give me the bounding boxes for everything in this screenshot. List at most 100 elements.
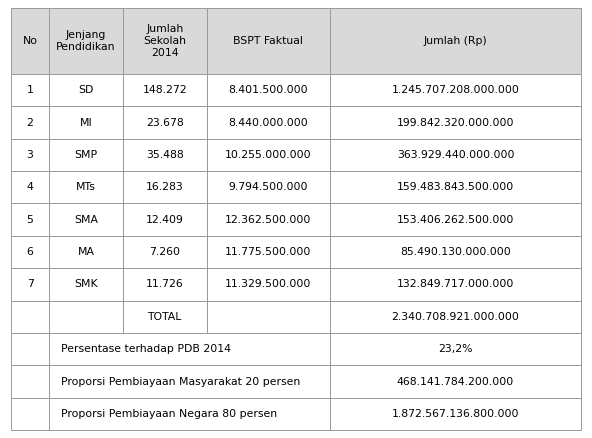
Bar xyxy=(330,236,581,268)
Bar xyxy=(50,204,123,236)
Bar xyxy=(123,204,207,236)
Bar xyxy=(330,398,581,430)
Bar xyxy=(11,333,50,365)
Text: MA: MA xyxy=(78,247,95,257)
Bar xyxy=(50,333,330,365)
Text: 85.490.130.000.000: 85.490.130.000.000 xyxy=(400,247,511,257)
Text: MI: MI xyxy=(79,117,92,127)
Text: 363.929.440.000.000: 363.929.440.000.000 xyxy=(397,150,514,160)
Text: 199.842.320.000.000: 199.842.320.000.000 xyxy=(397,117,514,127)
Bar xyxy=(50,139,123,171)
Text: 4: 4 xyxy=(27,182,34,192)
Text: 35.488: 35.488 xyxy=(146,150,184,160)
Text: Proporsi Pembiayaan Negara 80 persen: Proporsi Pembiayaan Negara 80 persen xyxy=(60,409,277,419)
Text: 11.775.500.000: 11.775.500.000 xyxy=(225,247,311,257)
Bar xyxy=(50,106,123,139)
Bar xyxy=(207,171,330,204)
Bar xyxy=(50,74,123,106)
Bar xyxy=(123,236,207,268)
Text: 5: 5 xyxy=(27,215,34,225)
Bar xyxy=(207,236,330,268)
Bar xyxy=(11,8,50,74)
Bar xyxy=(11,268,50,300)
Text: No: No xyxy=(22,36,37,46)
Bar xyxy=(207,8,330,74)
Bar xyxy=(330,139,581,171)
Bar xyxy=(207,139,330,171)
Bar xyxy=(330,268,581,300)
Bar xyxy=(50,365,330,398)
Text: Jumlah
Sekolah
2014: Jumlah Sekolah 2014 xyxy=(143,24,186,58)
Bar xyxy=(330,106,581,139)
Text: 11.726: 11.726 xyxy=(146,279,184,290)
Bar xyxy=(123,300,207,333)
Bar xyxy=(11,74,50,106)
Text: Jumlah (Rp): Jumlah (Rp) xyxy=(424,36,487,46)
Text: 153.406.262.500.000: 153.406.262.500.000 xyxy=(397,215,514,225)
Bar xyxy=(207,106,330,139)
Text: Persentase terhadap PDB 2014: Persentase terhadap PDB 2014 xyxy=(60,344,231,354)
Bar xyxy=(11,139,50,171)
Text: 148.272: 148.272 xyxy=(143,85,187,95)
Text: 12.362.500.000: 12.362.500.000 xyxy=(225,215,311,225)
Bar xyxy=(207,74,330,106)
Bar xyxy=(330,74,581,106)
Text: 16.283: 16.283 xyxy=(146,182,184,192)
Text: Proporsi Pembiayaan Masyarakat 20 persen: Proporsi Pembiayaan Masyarakat 20 persen xyxy=(60,377,300,387)
Text: 11.329.500.000: 11.329.500.000 xyxy=(225,279,311,290)
Bar xyxy=(207,204,330,236)
Text: 159.483.843.500.000: 159.483.843.500.000 xyxy=(397,182,514,192)
Bar xyxy=(330,365,581,398)
Text: 7.260: 7.260 xyxy=(149,247,180,257)
Text: 3: 3 xyxy=(27,150,34,160)
Text: 1: 1 xyxy=(27,85,34,95)
Text: 8.401.500.000: 8.401.500.000 xyxy=(229,85,308,95)
Bar xyxy=(50,398,330,430)
Text: 6: 6 xyxy=(27,247,34,257)
Bar xyxy=(11,106,50,139)
Text: 2.340.708.921.000.000: 2.340.708.921.000.000 xyxy=(391,312,519,322)
Text: Jenjang
Pendidikan: Jenjang Pendidikan xyxy=(56,30,116,52)
Bar xyxy=(330,8,581,74)
Text: SMK: SMK xyxy=(74,279,98,290)
Text: 8.440.000.000: 8.440.000.000 xyxy=(229,117,308,127)
Text: SMA: SMA xyxy=(74,215,98,225)
Text: 2: 2 xyxy=(27,117,34,127)
Bar xyxy=(11,300,50,333)
Bar xyxy=(11,365,50,398)
Bar xyxy=(123,106,207,139)
Text: SMP: SMP xyxy=(75,150,98,160)
Text: 132.849.717.000.000: 132.849.717.000.000 xyxy=(397,279,514,290)
Text: SD: SD xyxy=(78,85,94,95)
Bar xyxy=(330,204,581,236)
Bar xyxy=(207,300,330,333)
Bar xyxy=(207,268,330,300)
Text: BSPT Faktual: BSPT Faktual xyxy=(233,36,303,46)
Bar xyxy=(123,171,207,204)
Bar xyxy=(123,74,207,106)
Text: 7: 7 xyxy=(27,279,34,290)
Bar xyxy=(123,268,207,300)
Text: TOTAL: TOTAL xyxy=(147,312,182,322)
Bar xyxy=(123,8,207,74)
Bar xyxy=(330,300,581,333)
Text: MTs: MTs xyxy=(76,182,96,192)
Text: 23.678: 23.678 xyxy=(146,117,184,127)
Text: 10.255.000.000: 10.255.000.000 xyxy=(225,150,311,160)
Text: 23,2%: 23,2% xyxy=(438,344,473,354)
Text: 468.141.784.200.000: 468.141.784.200.000 xyxy=(397,377,514,387)
Bar xyxy=(50,171,123,204)
Bar xyxy=(50,236,123,268)
Text: 1.872.567.136.800.000: 1.872.567.136.800.000 xyxy=(392,409,519,419)
Bar xyxy=(11,171,50,204)
Text: 9.794.500.000: 9.794.500.000 xyxy=(229,182,308,192)
Bar xyxy=(11,236,50,268)
Text: 12.409: 12.409 xyxy=(146,215,184,225)
Text: 1.245.707.208.000.000: 1.245.707.208.000.000 xyxy=(391,85,519,95)
Bar xyxy=(330,171,581,204)
Bar xyxy=(11,204,50,236)
Bar xyxy=(11,398,50,430)
Bar xyxy=(330,333,581,365)
Bar xyxy=(123,139,207,171)
Bar xyxy=(50,300,123,333)
